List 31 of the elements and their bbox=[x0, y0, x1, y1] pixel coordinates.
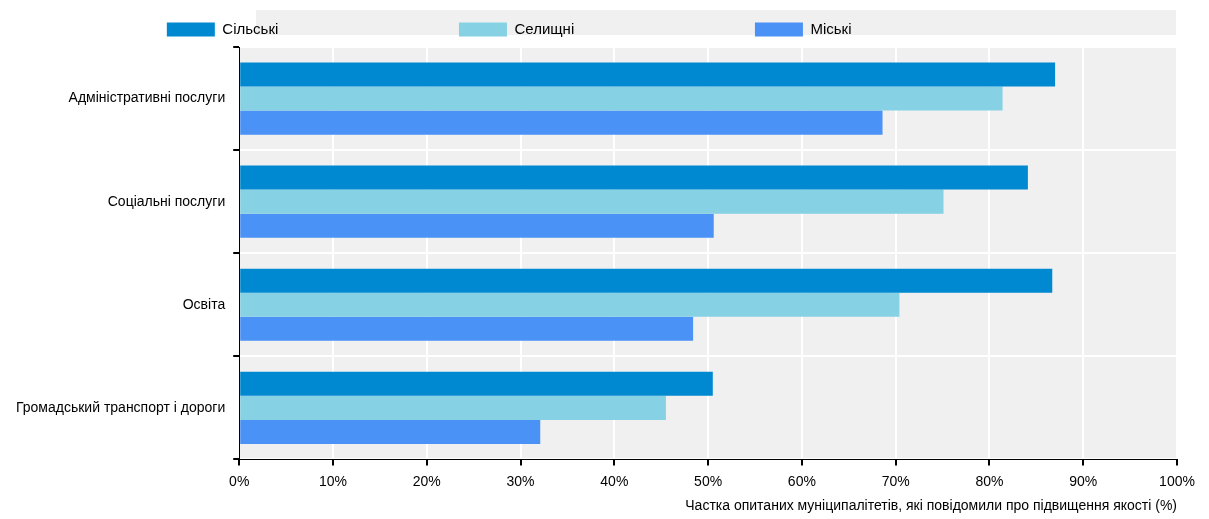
x-tick-label: 70% bbox=[881, 472, 910, 489]
x-tick-label: 100% bbox=[1159, 472, 1195, 489]
x-tick-label: 80% bbox=[975, 472, 1004, 489]
legend-label: Селищні bbox=[514, 19, 741, 37]
bar bbox=[240, 419, 541, 444]
x-tick-label: 50% bbox=[694, 472, 723, 489]
bar bbox=[240, 213, 714, 238]
x-axis-title: Частка опитаних муніципалітетів, які повідомили про підвищення якості (%) bbox=[685, 497, 1177, 514]
bar bbox=[240, 268, 1053, 293]
bar bbox=[240, 371, 713, 396]
bar bbox=[240, 292, 900, 317]
bar bbox=[240, 189, 944, 214]
y-tick-label: Громадський транспорт і дороги bbox=[16, 398, 226, 415]
bar bbox=[240, 86, 1003, 111]
bar bbox=[240, 316, 694, 341]
legend-label: Міські bbox=[810, 19, 1019, 37]
bar bbox=[240, 165, 1028, 190]
x-tick-label: 40% bbox=[600, 472, 629, 489]
x-tick-label: 0% bbox=[229, 472, 250, 489]
legend-label: Сільські bbox=[222, 19, 445, 37]
x-tick-label: 60% bbox=[787, 472, 816, 489]
y-tick-label: Освіта bbox=[182, 295, 226, 312]
x-tick-label: 30% bbox=[506, 472, 535, 489]
x-tick-label: 10% bbox=[318, 472, 348, 489]
x-tick-label: 20% bbox=[412, 472, 441, 489]
x-tick-label: 90% bbox=[1069, 472, 1098, 489]
y-tick-label: Адміністративні послуги bbox=[68, 89, 226, 106]
y-tick-label: Соціальні послуги bbox=[107, 192, 226, 209]
bar bbox=[240, 110, 883, 135]
bar bbox=[240, 395, 666, 420]
bar bbox=[240, 62, 1056, 87]
